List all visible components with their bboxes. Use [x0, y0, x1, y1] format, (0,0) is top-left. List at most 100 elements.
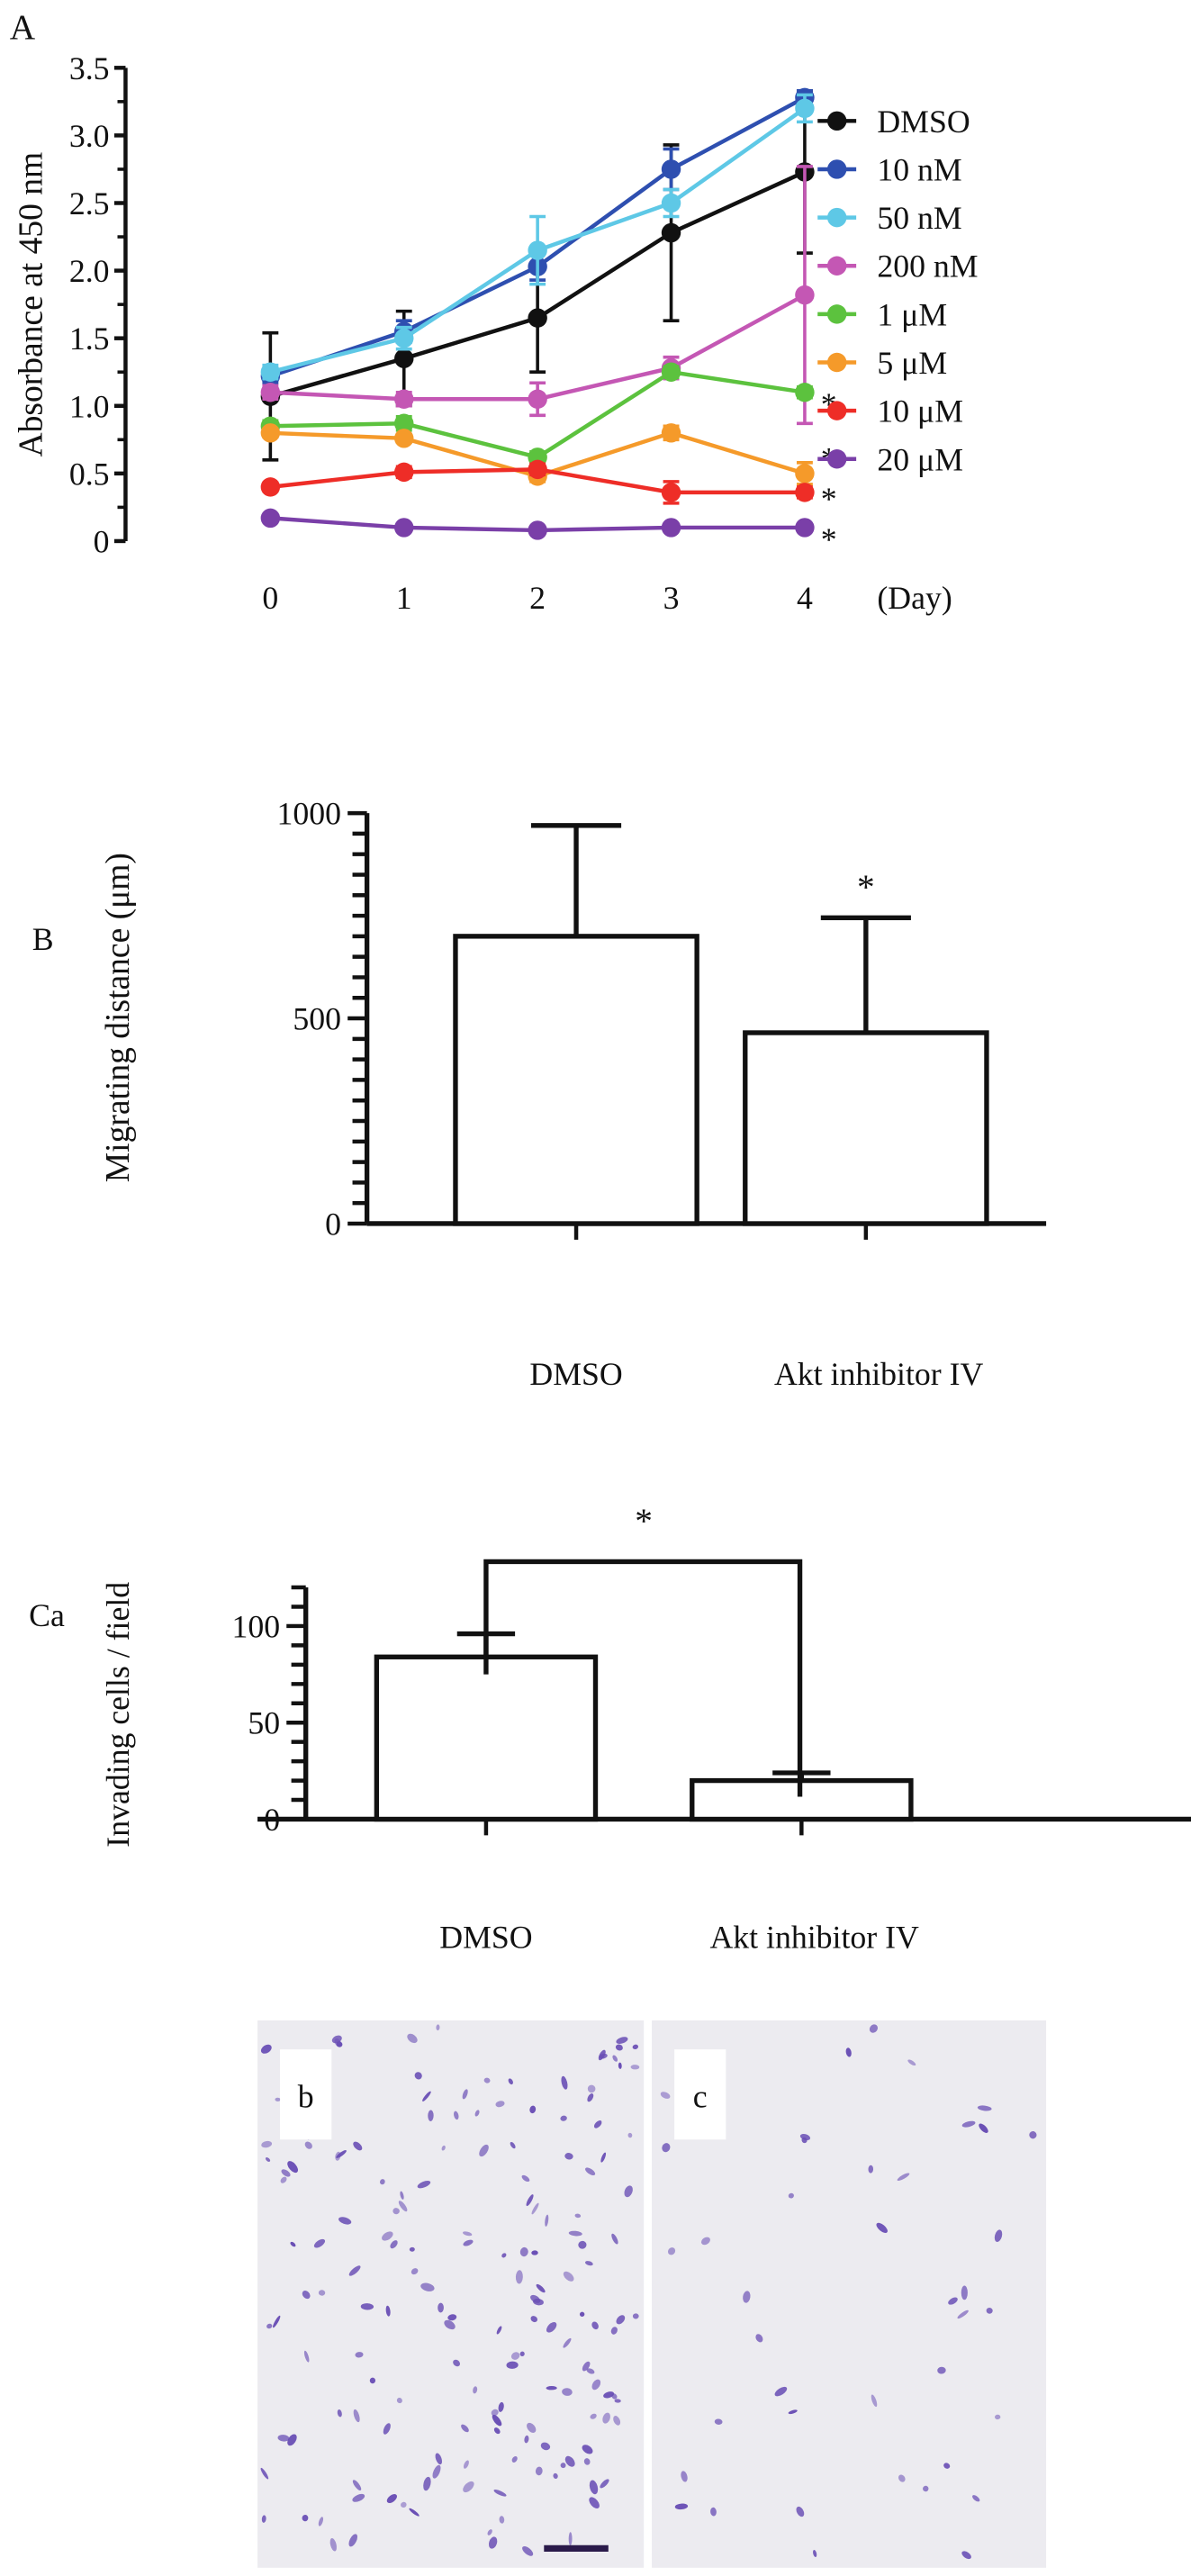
stained-cell	[260, 2467, 269, 2480]
legend-label: DMSO	[877, 104, 970, 140]
stained-cell	[531, 2202, 539, 2215]
stained-cell	[352, 2480, 362, 2491]
stained-cell	[335, 2151, 341, 2161]
bar-dmso	[374, 1654, 599, 1822]
stained-cell	[398, 2201, 408, 2212]
data-point	[795, 383, 815, 402]
stained-cell	[602, 2412, 610, 2424]
x-tick-label: DMSO	[439, 1920, 532, 1956]
y-tick-label-a: 2.5	[69, 185, 110, 221]
legend-marker	[826, 256, 847, 276]
data-point	[528, 520, 547, 540]
y-tick-label: 500	[293, 1001, 341, 1037]
stained-cell	[574, 2213, 582, 2219]
panel-b-bar-chart: B Migrating distance (μm) 0 500 1000 DMSO Ak…	[32, 796, 1047, 1392]
stained-cell	[627, 2132, 633, 2138]
data-point	[795, 464, 815, 484]
stained-cell	[522, 2546, 534, 2556]
stained-cell	[799, 2133, 811, 2141]
stained-cell	[495, 2101, 505, 2108]
stained-cell	[386, 2494, 397, 2504]
stained-cell	[612, 2055, 618, 2062]
legend-marker	[826, 352, 847, 373]
stained-cell	[420, 2282, 435, 2291]
stained-cell	[660, 2092, 671, 2099]
stained-cell	[508, 2078, 513, 2085]
stained-cell	[743, 2291, 751, 2303]
data-point	[661, 423, 681, 443]
stained-cell	[560, 2463, 566, 2469]
bar-dmso	[453, 934, 699, 1226]
panel-c-bar-chart: Ca Invading cells / field 0 50 100 DMSO Akt …	[29, 1501, 1191, 1956]
stained-cell	[348, 2534, 357, 2547]
stained-cell	[579, 2311, 585, 2318]
stained-cell	[261, 2140, 273, 2148]
significance-asterisk: *	[821, 481, 837, 517]
significance-bracket	[483, 1559, 803, 1797]
stained-cell	[385, 2305, 391, 2317]
data-point	[260, 477, 281, 497]
y-axis-label-c: Invading cells / field	[100, 1582, 136, 1848]
stained-cell	[423, 2476, 431, 2491]
stained-cell	[273, 2315, 281, 2328]
data-point	[528, 389, 547, 409]
stained-cell	[979, 2123, 988, 2133]
stained-cell	[667, 2247, 676, 2255]
data-point	[394, 462, 414, 483]
stained-cell	[529, 2105, 537, 2114]
data-point	[394, 328, 414, 348]
stained-cell	[961, 2285, 968, 2300]
stained-cell	[907, 2059, 916, 2066]
stained-cell	[380, 2179, 385, 2185]
stained-cell	[611, 2393, 618, 2400]
stained-cell	[266, 2323, 273, 2329]
stained-cell	[600, 2479, 609, 2489]
stained-cell	[260, 2044, 272, 2054]
stained-cell	[414, 2072, 422, 2080]
stained-cell	[519, 2351, 525, 2357]
stained-cell	[897, 2173, 910, 2182]
stained-cell	[275, 2097, 281, 2101]
stained-cell	[972, 2495, 980, 2502]
stained-cell	[774, 2386, 788, 2397]
stained-cell	[869, 2024, 879, 2033]
stained-cell	[462, 2089, 468, 2100]
stained-cell	[589, 2480, 599, 2495]
stained-cell	[545, 2214, 549, 2227]
stained-cell	[530, 2294, 541, 2303]
stained-cell	[624, 2185, 633, 2198]
stained-cell	[610, 2327, 618, 2335]
y-tick-label: 0	[264, 1802, 280, 1838]
stained-cell	[681, 2471, 688, 2482]
panel-label-c: Ca	[29, 1597, 65, 1633]
stained-cell	[961, 2120, 976, 2128]
stained-cell	[615, 2044, 623, 2051]
stained-cell	[591, 2321, 599, 2330]
significance-asterisk: *	[635, 1501, 653, 1541]
stained-cell	[591, 2379, 601, 2391]
data-point	[661, 222, 681, 243]
stained-cell	[710, 2507, 717, 2517]
stained-cell	[562, 2388, 573, 2396]
stained-cell	[813, 2549, 817, 2558]
stained-cell	[563, 2337, 572, 2348]
stained-cell	[338, 2217, 352, 2225]
stained-cell	[302, 2514, 309, 2522]
data-point	[394, 389, 414, 409]
stained-cell	[313, 2238, 326, 2248]
stained-cell	[587, 2084, 596, 2093]
stained-cell	[290, 2241, 296, 2247]
stained-cell	[590, 2413, 597, 2419]
stained-cell	[492, 2414, 502, 2427]
bar-akt-inhibitor	[743, 1030, 989, 1226]
legend-marker	[826, 449, 847, 469]
data-point	[528, 240, 547, 260]
stained-cell	[563, 2271, 574, 2282]
data-point	[260, 383, 281, 402]
panel-label-a: A	[10, 7, 36, 47]
stained-cell	[587, 2093, 594, 2102]
stained-cell	[613, 2416, 621, 2426]
legend-label: 200 nM	[877, 249, 978, 285]
stained-cell	[432, 2464, 441, 2479]
